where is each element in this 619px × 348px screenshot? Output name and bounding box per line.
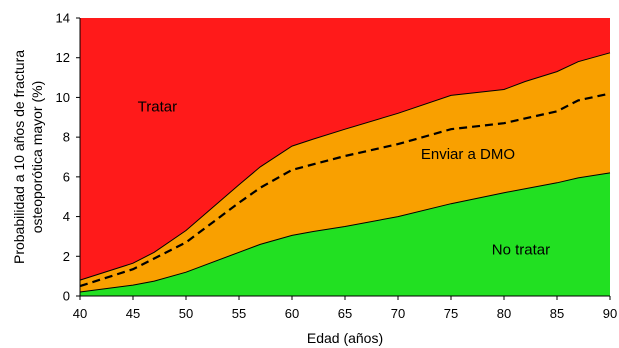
y-tick-label: 14 bbox=[56, 11, 70, 26]
x-tick-label: 85 bbox=[550, 306, 564, 321]
region-label-enviar-a-dmo: Enviar a DMO bbox=[421, 146, 515, 163]
x-tick-label: 50 bbox=[179, 306, 193, 321]
y-ticks: 0 2 4 6 8 10 12 14 bbox=[56, 11, 80, 304]
x-tick-label: 40 bbox=[73, 306, 87, 321]
y-axis-title-line: osteoporótica mayor (%) bbox=[29, 81, 45, 234]
area-no-tratar bbox=[80, 172, 610, 296]
area-tratar bbox=[80, 18, 610, 281]
y-tick-label: 2 bbox=[63, 249, 70, 264]
y-tick-label: 4 bbox=[63, 209, 70, 224]
y-axis-title-line: Probabilidad a 10 años de fractura bbox=[11, 50, 27, 264]
y-tick-label: 8 bbox=[63, 130, 70, 145]
x-ticks: 40 45 50 55 60 65 70 75 80 85 90 bbox=[73, 296, 617, 321]
x-tick-label: 65 bbox=[338, 306, 352, 321]
x-tick-label: 55 bbox=[232, 306, 246, 321]
y-tick-label: 0 bbox=[63, 289, 70, 304]
area-enviar-a-dmo bbox=[80, 52, 610, 292]
axes: 40 45 50 55 60 65 70 75 80 85 90 0 2 4 6 8 10 12 14 bbox=[56, 11, 618, 322]
boundary-line-no-tratar bbox=[79, 172, 611, 293]
y-tick-label: 6 bbox=[63, 169, 70, 184]
x-tick-label: 45 bbox=[126, 306, 140, 321]
y-tick-label: 10 bbox=[56, 90, 70, 105]
region-labels: Tratar Enviar a DMO No tratar bbox=[138, 98, 550, 258]
plot-area bbox=[79, 18, 611, 296]
x-tick-label: 80 bbox=[497, 306, 511, 321]
region-label-tratar: Tratar bbox=[138, 98, 177, 115]
x-tick-label: 70 bbox=[391, 306, 405, 321]
y-tick-label: 12 bbox=[56, 50, 70, 65]
boundary-line-enviar bbox=[79, 52, 611, 281]
y-axis-title: Probabilidad a 10 años de fractura osteop… bbox=[11, 50, 45, 264]
x-axis-title: Edad (años) bbox=[307, 330, 383, 346]
x-tick-label: 75 bbox=[444, 306, 458, 321]
region-label-no-tratar: No tratar bbox=[492, 241, 550, 258]
x-tick-label: 90 bbox=[603, 306, 617, 321]
x-tick-label: 60 bbox=[285, 306, 299, 321]
